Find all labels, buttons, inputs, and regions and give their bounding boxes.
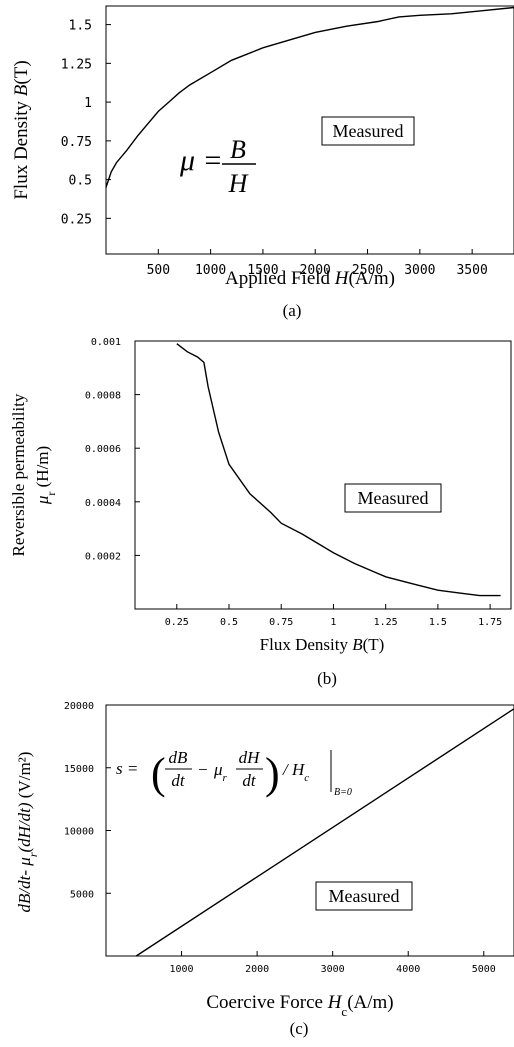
chart-a-x-ticks: 500 1000 1500 2000 2500 3000 3500 (147, 249, 488, 278)
chartb-y-tick-label: 0.0006 (85, 444, 121, 455)
chart-b-x-ticks: 0.25 0.5 0.75 1 1.25 1.5 1.75 (165, 604, 502, 628)
chart-b-series-line (176, 343, 501, 597)
chart-c-equation-lhs: s = (116, 759, 138, 778)
chart-c-equation-condition: B=0 (334, 787, 352, 798)
chartb-x-tick-label: 1.75 (478, 617, 502, 628)
charta-y-tick-label: 0.75 (61, 135, 92, 150)
chart-a-plot-frame (105, 5, 514, 255)
chart-a-caption: (a) (283, 301, 302, 320)
chartb-x-tick-label: 1.5 (429, 617, 447, 628)
chart-c-x-axis-label: Coercive Force Hc(A/m) (206, 992, 393, 1019)
chart-c-measured-frame (315, 881, 413, 911)
charta-y-tick-label: 0.25 (61, 212, 92, 227)
charta-x-tick-label: 1000 (195, 263, 226, 278)
chart-b-measured-frame (344, 483, 442, 513)
chartb-x-tick-label: 0.75 (269, 617, 293, 628)
chart-b-plot-frame (134, 340, 512, 610)
charta-x-tick-label: 2500 (352, 263, 383, 278)
chart-c-equation: s = ( dB dt − μr dH dt ) / Hc B=0 (116, 748, 352, 798)
chart-c-x-ticks: 1000 2000 3000 4000 5000 (170, 951, 496, 975)
chart-c-equation-n2: dH (239, 748, 262, 767)
chart-a-equation-lhs: μ = (179, 144, 223, 177)
chart-a-measured-label: Measured (333, 121, 404, 141)
chart-b-caption: (b) (317, 669, 337, 688)
chart-a-equation: μ = B H (179, 135, 256, 198)
chart-c-series-line (135, 708, 514, 957)
chart-c-equation-d2: dt (242, 771, 257, 790)
chartc-y-tick-label: 5000 (70, 889, 94, 900)
chart-b: 0.0002 0.0004 0.0006 0.0008 0.001 0.25 0.5 0.7… (9, 337, 512, 688)
chart-c-measured-box: Measured (315, 881, 413, 911)
chart-a: 0.25 0.5 0.75 1 1.25 1.5 500 1000 1500 2000 2500 3… (11, 5, 514, 320)
chart-c: 5000 10000 15000 20000 1000 2000 3000 4000 5000… (15, 701, 514, 1038)
chart-a-series-line (105, 6, 514, 188)
charta-x-tick-label: 2000 (300, 263, 331, 278)
chartc-x-tick-label: 5000 (472, 964, 496, 975)
chartc-x-tick-label: 3000 (321, 964, 345, 975)
charta-x-tick-label: 500 (147, 263, 170, 278)
chartc-y-tick-label: 15000 (64, 764, 94, 775)
chart-b-y-axis-label-line2: μr (H/m) (33, 446, 58, 505)
chart-a-measured-frame (321, 116, 415, 146)
chart-a-y-axis-label: Flux Density B(T) (11, 60, 32, 199)
chartb-y-tick-label: 0.0002 (85, 551, 121, 562)
chartb-y-tick-label: 0.0008 (85, 391, 121, 402)
chart-a-x-axis-label: Applied Field H(A/m) (225, 268, 395, 289)
chartb-y-tick-label: 0.001 (91, 337, 121, 348)
chartb-x-tick-label: 0.25 (165, 617, 189, 628)
charta-x-tick-label: 1500 (247, 263, 278, 278)
charta-y-tick-label: 1 (84, 96, 92, 111)
chart-b-y-axis-label-line1: Reversible permeability (9, 393, 28, 556)
chart-b-measured-box: Measured (344, 483, 442, 513)
charta-x-tick-label: 3000 (404, 263, 435, 278)
chartc-y-tick-label: 10000 (64, 827, 94, 838)
charta-x-tick-label: 3500 (456, 263, 487, 278)
charta-y-tick-label: 1.25 (61, 57, 92, 72)
chart-a-y-ticks: 0.25 0.5 0.75 1 1.25 1.5 (61, 19, 111, 227)
chart-c-plot-frame (105, 704, 514, 957)
chart-c-y-ticks: 5000 10000 15000 20000 (64, 701, 111, 900)
chart-c-equation-n1: dB (169, 748, 189, 767)
charta-y-tick-label: 1.5 (69, 19, 92, 34)
chartc-x-tick-label: 1000 (170, 964, 194, 975)
chart-b-measured-label: Measured (358, 488, 429, 508)
chartc-x-tick-label: 4000 (396, 964, 420, 975)
chart-c-caption: (c) (290, 1019, 309, 1038)
chart-c-equation-left-paren: ( (151, 749, 166, 798)
chart-b-y-ticks: 0.0002 0.0004 0.0006 0.0008 0.001 (85, 337, 140, 562)
chartb-x-tick-label: 1.25 (374, 617, 398, 628)
chart-c-equation-minus: − (198, 760, 208, 779)
chartb-x-tick-label: 1 (330, 617, 336, 628)
chart-c-equation-tail: / Hc (282, 760, 309, 784)
chart-c-equation-d1: dt (171, 771, 186, 790)
chart-c-equation-mu: μr (213, 760, 228, 784)
chart-c-measured-label: Measured (329, 886, 400, 906)
chart-a-equation-denominator: H (228, 169, 249, 198)
chart-c-y-axis-label: dB/dt- μr(dH/dt) (V/m²) (15, 752, 40, 913)
chartc-y-tick-label: 20000 (64, 701, 94, 712)
chartb-x-tick-label: 0.5 (220, 617, 238, 628)
chart-c-equation-right-paren: ) (265, 749, 280, 798)
chart-b-x-axis-label: Flux Density B(T) (260, 635, 385, 654)
chart-a-measured-box: Measured (321, 116, 415, 146)
chartb-y-tick-label: 0.0004 (85, 498, 121, 509)
chartc-x-tick-label: 2000 (245, 964, 269, 975)
chart-a-equation-numerator: B (230, 135, 246, 164)
charta-y-tick-label: 0.5 (69, 174, 92, 189)
